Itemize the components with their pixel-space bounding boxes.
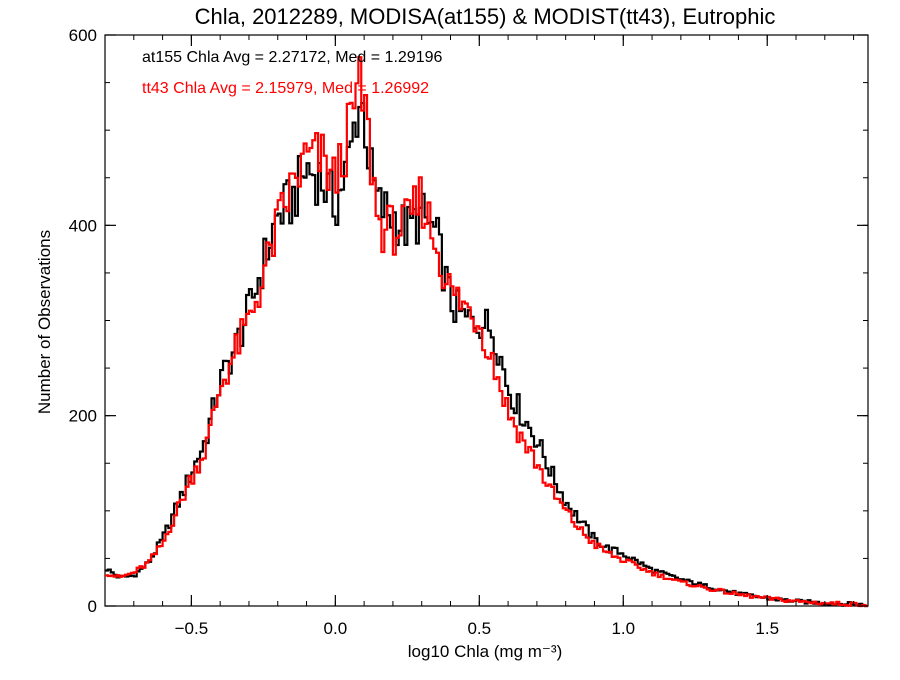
annotation-at155: at155 Chla Avg = 2.27172, Med = 1.29196 (142, 49, 442, 66)
x-tick-label: 1.5 (755, 619, 779, 638)
series-tt43-histogram (105, 56, 868, 608)
y-tick-label: 400 (69, 216, 97, 235)
series-at155-histogram (105, 101, 868, 608)
x-tick-label: 1.0 (611, 619, 635, 638)
annotation-tt43: tt43 Chla Avg = 2.15979, Med = 1.26992 (142, 80, 429, 97)
chart-title: Chla, 2012289, MODISA(at155) & MODIST(tt… (195, 4, 776, 29)
x-axis-label: log10 Chla (mg m⁻³) (408, 642, 562, 661)
x-tick-label: −0.5 (175, 619, 209, 638)
x-tick-label: 0.5 (467, 619, 491, 638)
y-tick-label: 0 (88, 597, 97, 616)
y-tick-label: 600 (69, 26, 97, 45)
y-axis-label: Number of Observations (35, 230, 54, 414)
x-tick-label: 0.0 (324, 619, 348, 638)
plot-area-frame (104, 34, 869, 607)
y-tick-label: 200 (69, 407, 97, 426)
